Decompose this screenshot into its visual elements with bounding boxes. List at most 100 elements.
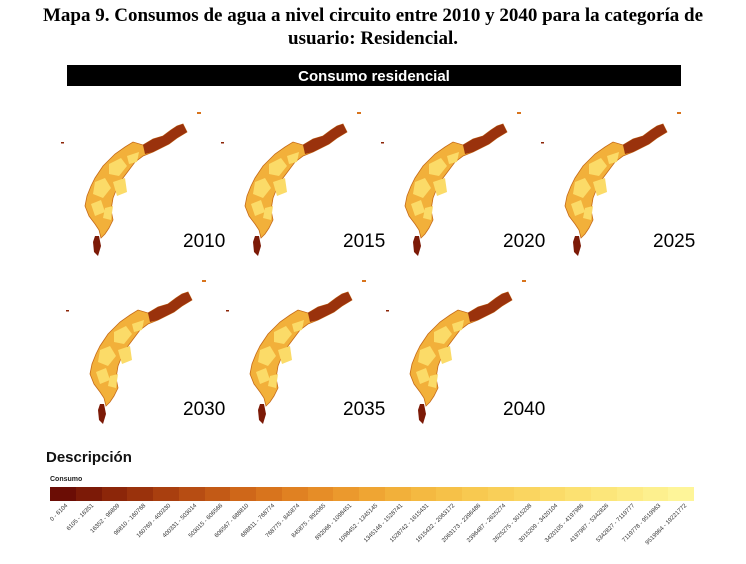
map-panel-2015 xyxy=(215,100,375,270)
island-mark xyxy=(677,112,681,114)
circuit-area xyxy=(263,206,273,220)
title-line-1: Mapa 9. Consumos de agua a nivel circuit… xyxy=(42,5,704,26)
circuit-area xyxy=(303,124,347,154)
region-map-2010 xyxy=(61,112,201,256)
circuit-area xyxy=(418,404,426,424)
circuit-area xyxy=(573,178,591,198)
island-mark xyxy=(362,280,366,282)
legend-swatch xyxy=(101,487,128,501)
circuit-area xyxy=(93,178,111,198)
circuit-area xyxy=(468,292,512,322)
circuit-area xyxy=(423,206,433,220)
circuit-area xyxy=(416,368,430,384)
year-label: 2030 xyxy=(183,399,226,420)
map-panel-2020 xyxy=(375,100,535,270)
circuit-area xyxy=(273,178,287,196)
circuit-area xyxy=(251,200,265,216)
legend-swatch xyxy=(565,487,592,501)
region-map-2040 xyxy=(386,280,526,424)
legend-swatch xyxy=(410,487,437,501)
circuit-area xyxy=(287,152,299,164)
year-label: 2040 xyxy=(503,399,546,420)
circuit-area xyxy=(268,374,278,388)
circuit-area xyxy=(114,326,132,344)
map-panel-2025 xyxy=(535,100,695,270)
map-panel-2040 xyxy=(380,268,540,438)
map-panel-2010 xyxy=(55,100,215,270)
circuit-area xyxy=(607,152,619,164)
island-mark xyxy=(226,310,229,312)
circuit-area xyxy=(269,158,287,176)
legend-swatch xyxy=(256,487,282,501)
circuit-area xyxy=(623,124,667,154)
year-label: 2020 xyxy=(503,231,546,252)
island-mark xyxy=(541,142,544,144)
legend-swatch xyxy=(230,487,257,501)
circuit-area xyxy=(256,368,270,384)
facet-banner: Consumo residencial xyxy=(67,65,681,86)
legend-swatch xyxy=(642,487,669,501)
title-line-2: usuario: Residencial. xyxy=(288,28,458,49)
island-mark xyxy=(197,112,201,114)
circuit-area xyxy=(428,374,438,388)
region-map-2020 xyxy=(381,112,521,256)
legend-swatch xyxy=(513,487,540,501)
circuit-area xyxy=(91,200,105,216)
legend-swatch xyxy=(668,487,695,501)
legend-tick-labels: 0 - 6104 6105 - 16351 16352 - 96809 96810 -… xyxy=(50,503,694,563)
legend-swatch xyxy=(384,487,411,501)
circuit-area xyxy=(103,206,113,220)
circuit-area xyxy=(127,152,139,164)
legend-title: Descripción xyxy=(46,449,132,466)
circuit-area xyxy=(98,346,116,366)
circuit-area xyxy=(253,236,261,256)
circuit-area xyxy=(93,236,101,256)
circuit-area xyxy=(413,236,421,256)
circuit-area xyxy=(113,178,127,196)
circuit-area xyxy=(463,124,507,154)
island-mark xyxy=(522,280,526,282)
circuit-area xyxy=(413,178,431,198)
legend-subtitle: Consumo xyxy=(50,476,83,483)
map-panel-2035 xyxy=(220,268,380,438)
island-mark xyxy=(202,280,206,282)
circuit-area xyxy=(452,320,464,332)
legend-swatch xyxy=(204,487,231,501)
legend-swatch xyxy=(307,487,334,501)
legend-swatch xyxy=(539,487,566,501)
island-mark xyxy=(221,142,224,144)
circuit-area xyxy=(253,178,271,198)
year-label: 2015 xyxy=(343,231,386,252)
year-label: 2010 xyxy=(183,231,226,252)
island-mark xyxy=(517,112,521,114)
region-map-2015 xyxy=(221,112,361,256)
legend-swatch xyxy=(153,487,179,501)
circuit-area xyxy=(411,200,425,216)
legend-tick-label: 0 - 6104 xyxy=(49,503,70,523)
circuit-area xyxy=(418,346,436,366)
region-map-2035 xyxy=(226,280,366,424)
legend-swatch xyxy=(436,487,463,501)
circuit-area xyxy=(118,346,132,364)
island-mark xyxy=(381,142,384,144)
circuit-area xyxy=(274,326,292,344)
legend-swatch xyxy=(281,487,308,501)
circuit-area xyxy=(109,158,127,176)
circuit-area xyxy=(98,404,106,424)
legend-swatch xyxy=(50,487,76,501)
island-mark xyxy=(66,310,69,312)
circuit-area xyxy=(433,178,447,196)
island-mark xyxy=(357,112,361,114)
circuit-area xyxy=(429,158,447,176)
island-mark xyxy=(386,310,389,312)
region-map-2030 xyxy=(66,280,206,424)
legend-swatch xyxy=(359,487,385,501)
circuit-area xyxy=(258,346,276,366)
region-map-2025 xyxy=(541,112,681,256)
year-label: 2035 xyxy=(343,399,386,420)
circuit-area xyxy=(593,178,607,196)
legend-swatch xyxy=(591,487,617,501)
legend-color-bar xyxy=(50,487,695,501)
legend-swatch xyxy=(178,487,205,501)
legend-swatch xyxy=(333,487,360,501)
